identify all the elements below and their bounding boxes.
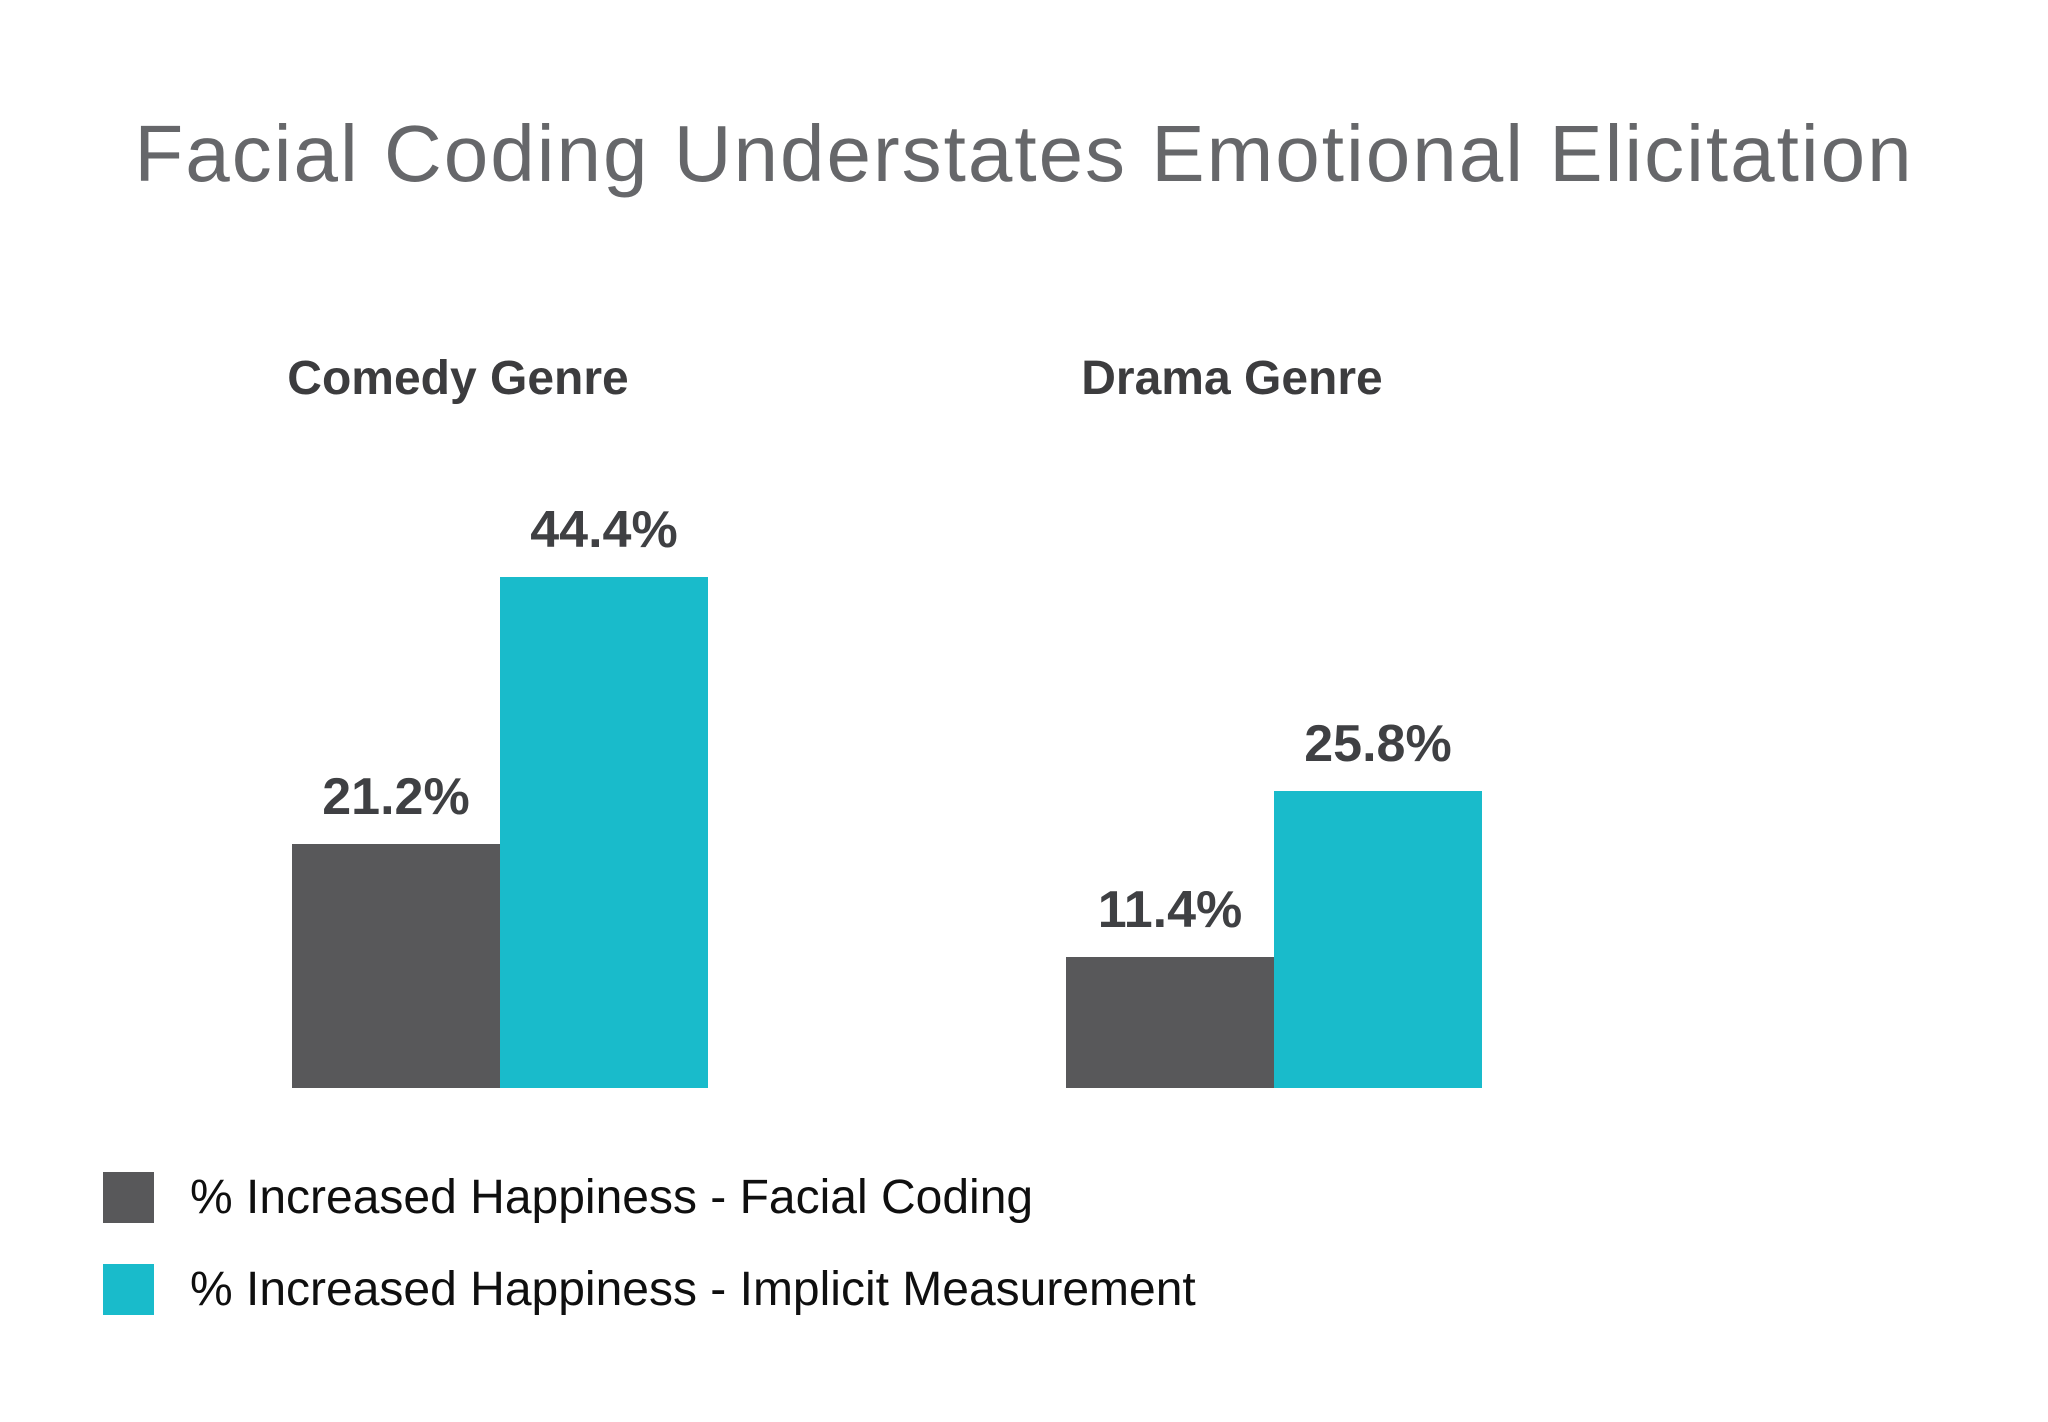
bar-facial-coding-comedy-genre (292, 844, 500, 1088)
chart-title: Facial Coding Understates Emotional Elic… (134, 109, 1914, 198)
category-label-drama-genre: Drama Genre (1081, 352, 1383, 405)
legend-item-implicit-measurement: % Increased Happiness - Implicit Measure… (103, 1264, 1196, 1315)
legend-swatch-facial-coding-icon (103, 1172, 154, 1223)
value-label-facial-coding-comedy-genre: 21.2% (322, 768, 470, 826)
legend-swatch-implicit-measurement-icon (103, 1264, 154, 1315)
value-label-facial-coding-drama-genre: 11.4% (1097, 881, 1243, 939)
bar-facial-coding-drama-genre (1066, 957, 1274, 1088)
value-label-implicit-measurement-comedy-genre: 44.4% (530, 501, 678, 559)
value-label-implicit-measurement-drama-genre: 25.8% (1304, 715, 1452, 773)
legend-item-facial-coding: % Increased Happiness - Facial Coding (103, 1172, 1196, 1223)
legend-label-implicit-measurement: % Increased Happiness - Implicit Measure… (190, 1262, 1196, 1316)
category-label-comedy-genre: Comedy Genre (287, 352, 629, 405)
bar-implicit-measurement-drama-genre (1274, 791, 1482, 1088)
legend: % Increased Happiness - Facial Coding % … (103, 1172, 1196, 1315)
bar-implicit-measurement-comedy-genre (500, 577, 708, 1088)
legend-label-facial-coding: % Increased Happiness - Facial Coding (190, 1170, 1034, 1224)
